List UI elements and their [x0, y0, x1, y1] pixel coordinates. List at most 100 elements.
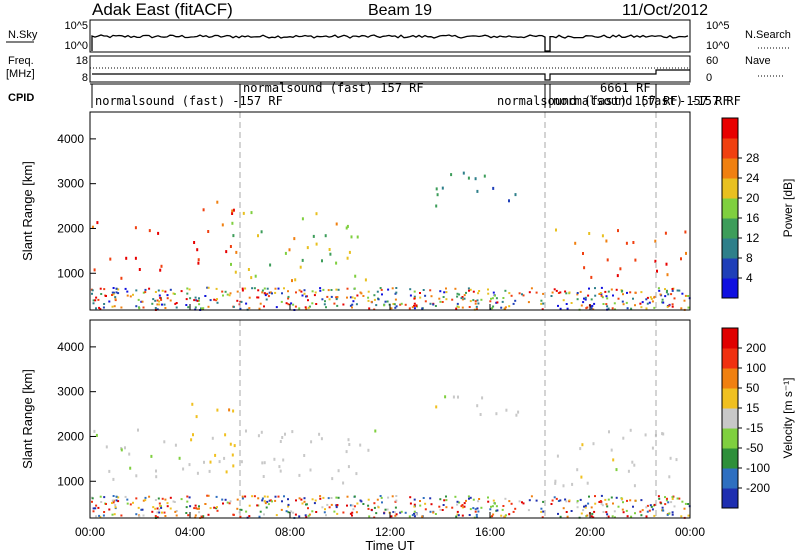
- power-cell: [98, 306, 101, 309]
- power-cell: [594, 287, 596, 290]
- velocity-cell: [634, 499, 637, 502]
- velocity-cell: [135, 474, 138, 478]
- power-cell: [91, 225, 94, 229]
- velocity-x-axis-ticks: 00:00 04:00 08:00 12:00 16:00 20:00 00:00: [75, 512, 705, 539]
- power-cell: [311, 290, 314, 293]
- velocity-cell: [228, 408, 231, 412]
- velocity-y-tick-label: 2000: [57, 429, 84, 443]
- power-cell: [409, 288, 412, 291]
- power-cell: [438, 297, 441, 300]
- power-cell: [329, 252, 332, 256]
- power-cell: [159, 268, 162, 272]
- power-cell: [605, 303, 608, 306]
- power-cell: [646, 302, 649, 305]
- power-cell: [188, 288, 191, 291]
- velocity-cell: [598, 501, 601, 503]
- velocity-cell: [541, 516, 544, 519]
- velocity-cell: [502, 505, 505, 507]
- velocity-cell: [576, 501, 579, 504]
- power-cell: [457, 306, 460, 309]
- velocity-cell: [610, 448, 613, 452]
- power-cell: [193, 241, 196, 244]
- x-tick-label: 00:00: [75, 525, 105, 539]
- power-cell: [166, 294, 169, 297]
- velocity-cell: [442, 504, 445, 506]
- power-cell: [103, 288, 106, 291]
- velocity-cell: [274, 495, 277, 498]
- power-cell: [315, 212, 318, 216]
- velocity-cell: [625, 509, 628, 512]
- velocity-cell: [236, 498, 239, 501]
- velocity-cell: [395, 495, 398, 497]
- power-cell: [629, 291, 632, 294]
- velocity-cell: [441, 509, 444, 511]
- power-cell: [600, 286, 603, 289]
- power-cell: [455, 307, 458, 310]
- power-cell: [495, 297, 498, 300]
- velocity-cell: [601, 504, 604, 507]
- velocity-cell: [474, 508, 477, 511]
- power-cell: [461, 306, 464, 309]
- power-cell: [474, 300, 477, 303]
- velocity-cell: [95, 515, 97, 518]
- velocity-cell: [194, 514, 197, 517]
- power-colorbar-tick-label: 24: [746, 171, 760, 185]
- velocity-cell: [456, 503, 459, 506]
- velocity-cell: [522, 502, 525, 505]
- velocity-cell: [319, 495, 322, 498]
- velocity-cell: [120, 514, 123, 517]
- velocity-cell: [188, 463, 191, 467]
- velocity-cell: [315, 511, 318, 513]
- velocity-cell: [687, 503, 690, 505]
- velocity-cell: [265, 506, 268, 509]
- velocity-cell: [126, 502, 129, 505]
- power-cell: [535, 291, 538, 294]
- velocity-cell: [460, 505, 463, 508]
- velocity-cell: [504, 514, 507, 517]
- velocity-cell: [678, 497, 681, 500]
- velocity-cell: [661, 432, 664, 436]
- velocity-cell: [307, 514, 310, 517]
- velocity-colorbar-tick-label: -50: [746, 441, 764, 455]
- velocity-cell: [117, 500, 120, 503]
- power-cell: [160, 264, 163, 268]
- power-cell: [269, 263, 272, 267]
- velocity-cell: [461, 504, 464, 506]
- velocity-cell: [99, 516, 102, 519]
- velocity-cell: [345, 450, 348, 454]
- power-cell: [656, 269, 658, 273]
- freq-tick-high: 18: [76, 55, 88, 67]
- power-cell: [322, 288, 325, 291]
- power-cell: [97, 298, 100, 301]
- velocity-cell: [251, 495, 254, 498]
- velocity-colorbar-tick-label: -15: [746, 421, 764, 435]
- power-cell: [292, 303, 295, 306]
- velocity-cell: [684, 502, 687, 505]
- power-cell: [245, 302, 248, 305]
- cpid-segment-1: normalsound (fast) -157 RF: [95, 94, 283, 108]
- velocity-cell: [305, 516, 308, 519]
- velocity-cell: [367, 507, 370, 510]
- velocity-cell: [415, 512, 418, 515]
- power-cell: [430, 295, 433, 298]
- power-cell: [587, 294, 590, 297]
- power-cell: [138, 307, 141, 310]
- velocity-cell: [622, 501, 624, 504]
- power-cell: [496, 301, 499, 304]
- power-cell: [303, 292, 306, 295]
- power-cell: [461, 296, 464, 298]
- nsearch-label: N.Search: [745, 29, 791, 41]
- power-cell: [555, 228, 557, 232]
- velocity-cell: [617, 505, 620, 508]
- power-cell: [680, 257, 682, 261]
- velocity-cell: [632, 505, 634, 508]
- power-cell: [678, 289, 681, 292]
- velocity-cell: [467, 495, 470, 498]
- power-cell: [429, 289, 432, 292]
- power-cell: [294, 278, 297, 282]
- velocity-colorbar-tick-label: -100: [746, 461, 770, 475]
- velocity-cell: [451, 506, 454, 509]
- power-cell: [600, 294, 603, 297]
- velocity-cell: [92, 507, 95, 510]
- power-cell: [194, 296, 197, 299]
